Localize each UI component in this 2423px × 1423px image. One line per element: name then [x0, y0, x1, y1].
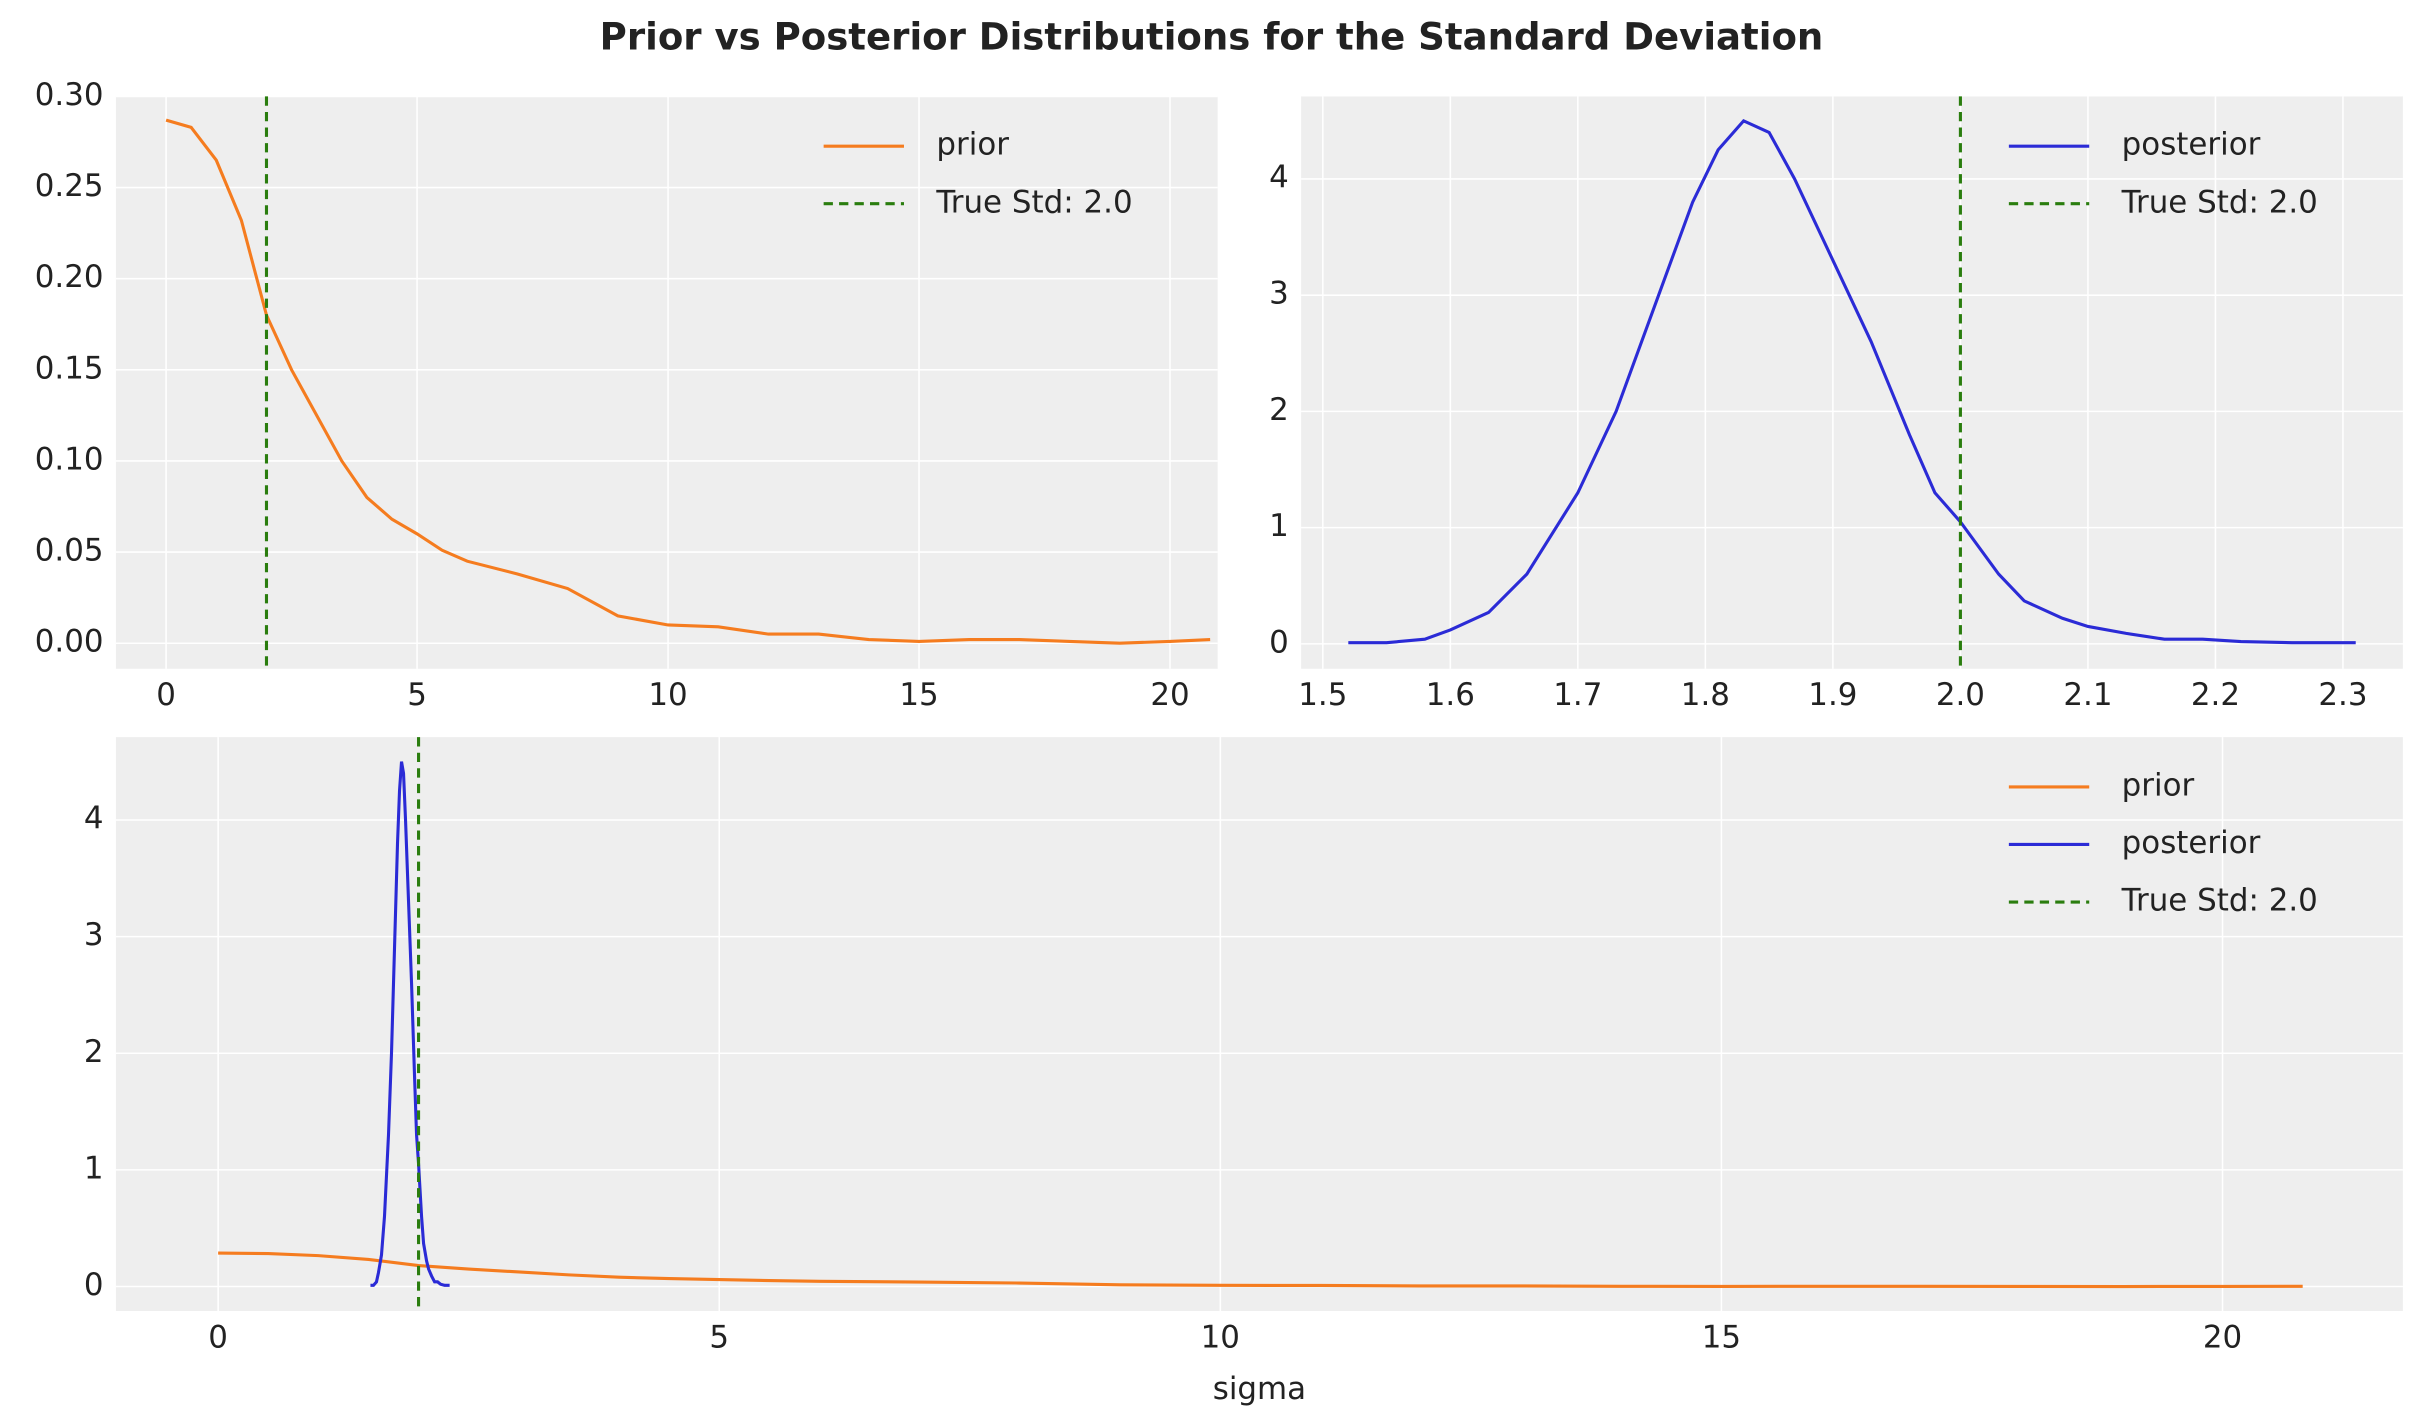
- x-tick-label: 1.9: [1808, 677, 1857, 713]
- plot-area: [115, 96, 1218, 669]
- legend-label: True Std: 2.0: [935, 184, 1132, 220]
- y-tick-label: 0: [1269, 624, 1289, 660]
- line: [218, 1251, 2303, 1289]
- y-tick-label: 4: [84, 800, 104, 836]
- x-tick-label: 2.2: [2191, 677, 2240, 713]
- x-tick-label: 10: [1201, 1319, 1240, 1355]
- x-tick-label: 20: [1150, 677, 1189, 713]
- x-tick-label: 0: [208, 1319, 228, 1355]
- y-tick-label: 0.15: [35, 350, 104, 386]
- legend-label: prior: [936, 127, 1009, 163]
- legend-label: posterior: [2122, 127, 2261, 163]
- y-tick-label: 3: [84, 917, 104, 953]
- x-tick-label: 15: [899, 677, 938, 713]
- plot-area: [1301, 96, 2403, 669]
- x-tick-label: 10: [648, 677, 687, 713]
- y-tick-label: 0: [84, 1267, 104, 1303]
- x-tick-label: 15: [1702, 1319, 1741, 1355]
- x-tick-label: 1.8: [1681, 677, 1730, 713]
- y-tick-label: 0.05: [35, 533, 104, 569]
- x-axis-label: sigma: [1213, 1371, 1306, 1407]
- legend-label: posterior: [2122, 825, 2261, 861]
- x-tick-label: 0: [156, 677, 176, 713]
- legend-label: prior: [2122, 767, 2195, 803]
- x-tick-label: 1.6: [1426, 677, 1475, 713]
- y-tick-label: 0.00: [35, 624, 104, 660]
- line: [165, 118, 1211, 645]
- legend-label: True Std: 2.0: [2121, 882, 2318, 918]
- y-tick-label: 1: [1269, 508, 1289, 544]
- x-tick-label: 1.7: [1553, 677, 1602, 713]
- y-tick-label: 4: [1269, 159, 1289, 195]
- line: [370, 761, 450, 1287]
- figure-title: Prior vs Posterior Distributions for the…: [600, 14, 1824, 58]
- plot-area: [115, 737, 2403, 1312]
- y-tick-label: 2: [84, 1034, 104, 1070]
- x-tick-label: 1.5: [1298, 677, 1347, 713]
- x-tick-label: 2.1: [2063, 677, 2112, 713]
- y-tick-label: 0.20: [35, 259, 104, 295]
- x-tick-label: 2.0: [1936, 677, 1985, 713]
- x-tick-label: 20: [2203, 1319, 2242, 1355]
- y-tick-label: 0.10: [35, 441, 104, 477]
- y-tick-label: 1: [84, 1150, 104, 1186]
- x-tick-label: 5: [709, 1319, 729, 1355]
- y-tick-label: 0.30: [35, 77, 104, 113]
- y-tick-label: 3: [1269, 276, 1289, 312]
- y-tick-label: 0.25: [35, 168, 104, 204]
- x-tick-label: 2.3: [2318, 677, 2367, 713]
- line: [1348, 118, 2356, 645]
- y-tick-label: 2: [1269, 392, 1289, 428]
- x-tick-label: 5: [407, 677, 427, 713]
- legend-label: True Std: 2.0: [2121, 184, 2318, 220]
